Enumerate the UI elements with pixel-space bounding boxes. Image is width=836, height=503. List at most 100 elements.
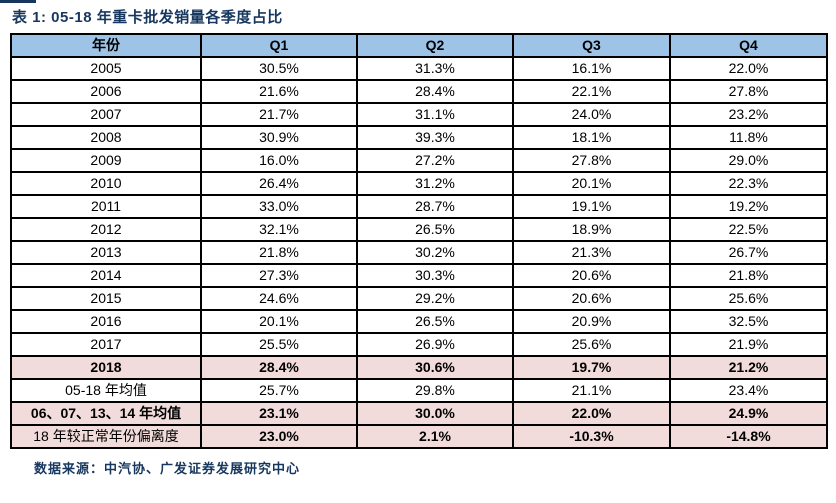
value-cell: 27.3% (200, 263, 358, 288)
value-cell: 22.0% (512, 401, 671, 426)
table-row: 05-18 年均值 25.7% 29.8% 21.1% 23.4% (10, 378, 828, 403)
table-row: 06、07、13、14 年均值 23.1% 30.0% 22.0% 24.9% (10, 401, 828, 426)
value-cell: 19.1% (512, 194, 671, 219)
table-header-row: 年份 Q1 Q2 Q3 Q4 (10, 33, 828, 58)
value-cell: 26.5% (356, 309, 514, 334)
value-cell: 31.2% (356, 171, 514, 196)
value-cell: 21.1% (512, 378, 671, 403)
year-cell: 2015 (10, 286, 202, 311)
value-cell: 29.8% (356, 378, 514, 403)
value-cell: 22.3% (669, 171, 828, 196)
top-left-rule (0, 0, 36, 3)
table-row: 2013 21.8% 30.2% 21.3% 26.7% (10, 240, 828, 265)
page-title: 表 1: 05-18 年重卡批发销量各季度占比 (12, 9, 283, 26)
value-cell: -14.8% (669, 424, 828, 449)
value-cell: 31.3% (356, 56, 514, 81)
value-cell: 11.8% (669, 125, 828, 150)
value-cell: 26.5% (356, 217, 514, 242)
value-cell: 23.4% (669, 378, 828, 403)
table-row: 2017 25.5% 26.9% 25.6% 21.9% (10, 332, 828, 357)
table-row: 2011 33.0% 28.7% 19.1% 19.2% (10, 194, 828, 219)
value-cell: 22.1% (512, 79, 671, 104)
value-cell: 30.6% (356, 355, 514, 380)
value-cell: 33.0% (200, 194, 358, 219)
value-cell: 26.7% (669, 240, 828, 265)
column-header: Q1 (200, 33, 358, 58)
value-cell: 39.3% (356, 125, 514, 150)
value-cell: 25.6% (512, 332, 671, 357)
table-row: 2016 20.1% 26.5% 20.9% 32.5% (10, 309, 828, 334)
table-body: 2005 30.5% 31.3% 16.1% 22.0% 2006 21.6% 28.4% 22… (10, 56, 828, 449)
table-row: 2006 21.6% 28.4% 22.1% 27.8% (10, 79, 828, 104)
value-cell: 20.6% (512, 263, 671, 288)
year-cell: 18 年较正常年份偏离度 (10, 424, 202, 449)
table-row: 2007 21.7% 31.1% 24.0% 23.2% (10, 102, 828, 127)
table-row: 2018 28.4% 30.6% 19.7% 21.2% (10, 355, 828, 380)
table-row: 18 年较正常年份偏离度 23.0% 2.1% -10.3% -14.8% (10, 424, 828, 449)
value-cell: 30.3% (356, 263, 514, 288)
year-cell: 2010 (10, 171, 202, 196)
table-row: 2012 32.1% 26.5% 18.9% 22.5% (10, 217, 828, 242)
value-cell: 30.2% (356, 240, 514, 265)
value-cell: 21.3% (512, 240, 671, 265)
value-cell: 24.6% (200, 286, 358, 311)
value-cell: 31.1% (356, 102, 514, 127)
year-cell: 2005 (10, 56, 202, 81)
table-row: 2008 30.9% 39.3% 18.1% 11.8% (10, 125, 828, 150)
value-cell: 16.0% (200, 148, 358, 173)
value-cell: 22.5% (669, 217, 828, 242)
table-row: 2010 26.4% 31.2% 20.1% 22.3% (10, 171, 828, 196)
value-cell: 30.5% (200, 56, 358, 81)
quarterly-share-table: 年份 Q1 Q2 Q3 Q4 2005 30.5% 31.3% 16.1% 22.0% 2006 2… (10, 33, 828, 449)
value-cell: 16.1% (512, 56, 671, 81)
value-cell: 28.4% (200, 355, 358, 380)
value-cell: 32.5% (669, 309, 828, 334)
value-cell: 26.4% (200, 171, 358, 196)
value-cell: 23.2% (669, 102, 828, 127)
column-header: Q3 (512, 33, 671, 58)
value-cell: 27.8% (512, 148, 671, 173)
value-cell: 26.9% (356, 332, 514, 357)
value-cell: 25.6% (669, 286, 828, 311)
column-header: Q2 (356, 33, 514, 58)
value-cell: 30.0% (356, 401, 514, 426)
year-cell: 2012 (10, 217, 202, 242)
value-cell: 29.0% (669, 148, 828, 173)
year-cell: 2009 (10, 148, 202, 173)
value-cell: 21.6% (200, 79, 358, 104)
value-cell: 21.8% (669, 263, 828, 288)
value-cell: 32.1% (200, 217, 358, 242)
year-cell: 2011 (10, 194, 202, 219)
table-row: 2009 16.0% 27.2% 27.8% 29.0% (10, 148, 828, 173)
value-cell: 19.7% (512, 355, 671, 380)
table-row: 2015 24.6% 29.2% 20.6% 25.6% (10, 286, 828, 311)
year-cell: 2008 (10, 125, 202, 150)
value-cell: 29.2% (356, 286, 514, 311)
year-cell: 2017 (10, 332, 202, 357)
value-cell: 24.0% (512, 102, 671, 127)
column-header: Q4 (669, 33, 828, 58)
value-cell: -10.3% (512, 424, 671, 449)
value-cell: 21.8% (200, 240, 358, 265)
year-cell: 06、07、13、14 年均值 (10, 401, 202, 426)
value-cell: 22.0% (669, 56, 828, 81)
value-cell: 19.2% (669, 194, 828, 219)
year-cell: 2018 (10, 355, 202, 380)
value-cell: 21.7% (200, 102, 358, 127)
value-cell: 20.6% (512, 286, 671, 311)
value-cell: 28.7% (356, 194, 514, 219)
value-cell: 20.1% (512, 171, 671, 196)
value-cell: 18.9% (512, 217, 671, 242)
value-cell: 18.1% (512, 125, 671, 150)
value-cell: 23.0% (200, 424, 358, 449)
column-header: 年份 (10, 33, 202, 58)
value-cell: 27.8% (669, 79, 828, 104)
value-cell: 27.2% (356, 148, 514, 173)
value-cell: 21.2% (669, 355, 828, 380)
year-cell: 2006 (10, 79, 202, 104)
year-cell: 05-18 年均值 (10, 378, 202, 403)
value-cell: 23.1% (200, 401, 358, 426)
year-cell: 2013 (10, 240, 202, 265)
value-cell: 30.9% (200, 125, 358, 150)
table-row: 2014 27.3% 30.3% 20.6% 21.8% (10, 263, 828, 288)
